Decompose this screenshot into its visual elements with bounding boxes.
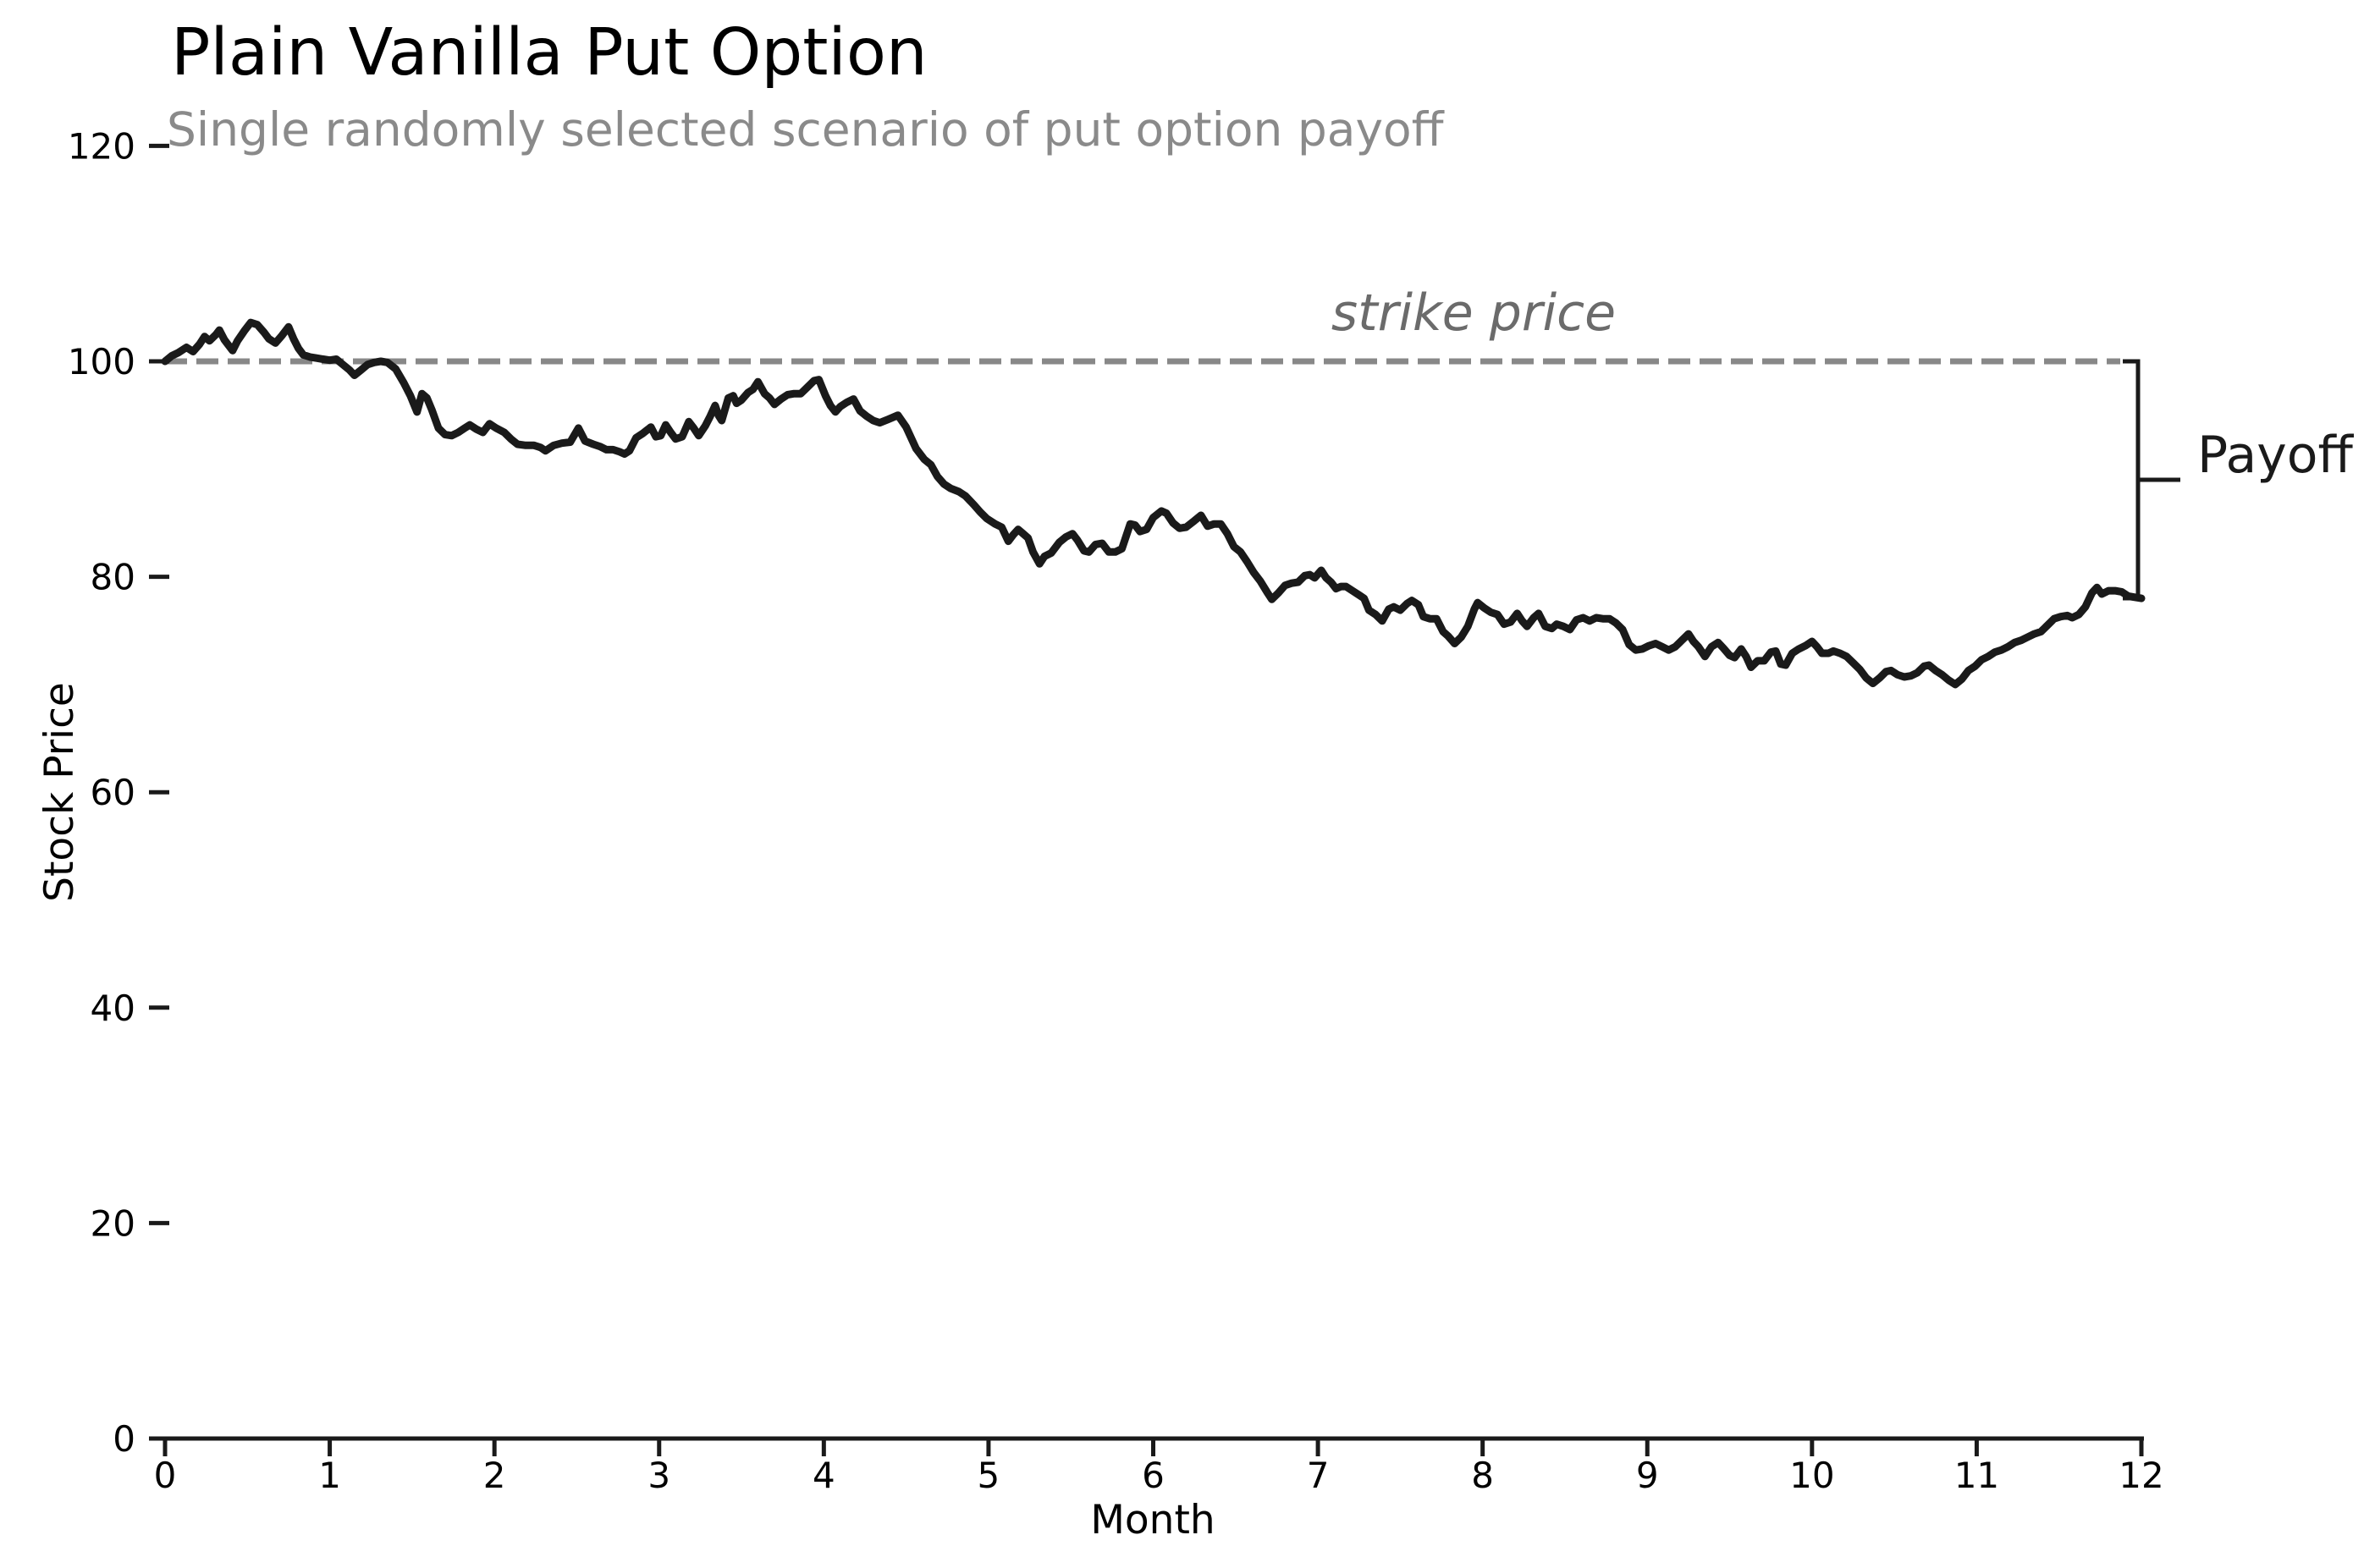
stock-price-path [161, 318, 2146, 689]
y-tick-label: 0 [113, 1418, 135, 1460]
x-tick-label: 8 [1471, 1455, 1494, 1496]
chart-title: Plain Vanilla Put Option [171, 15, 928, 91]
y-axis-title: Stock Price [36, 682, 83, 902]
strike-price-annotation: strike price [1331, 283, 1616, 343]
chart-subtitle: Single randomly selected scenario of put… [167, 102, 1445, 157]
x-tick-label: 3 [647, 1455, 670, 1496]
x-tick-label: 0 [154, 1455, 177, 1496]
x-tick-label: 12 [2119, 1455, 2163, 1496]
x-tick-label: 5 [978, 1455, 1000, 1496]
x-tick-label: 4 [813, 1455, 835, 1496]
x-tick-label: 11 [1954, 1455, 1999, 1496]
x-tick-label: 2 [483, 1455, 506, 1496]
y-tick-label: 60 [91, 772, 135, 813]
x-axis-title: Month [1090, 1497, 1215, 1543]
y-tick-label: 100 [68, 341, 135, 382]
price-path-layer [161, 318, 2146, 689]
y-tick-label: 80 [91, 557, 135, 598]
payoff-bracket [2123, 359, 2141, 601]
x-tick-label: 9 [1636, 1455, 1659, 1496]
y-tick-label: 120 [68, 125, 135, 167]
x-tick-label: 6 [1142, 1455, 1165, 1496]
y-tick-label: 20 [91, 1202, 135, 1244]
payoff-annotation: Payoff [2197, 426, 2354, 485]
x-tick-label: 10 [1789, 1455, 1834, 1496]
payoff-bracket-layer [2123, 359, 2180, 601]
x-tick-label: 1 [318, 1455, 341, 1496]
y-tick-label: 40 [91, 988, 135, 1029]
x-tick-label: 7 [1307, 1455, 1330, 1496]
